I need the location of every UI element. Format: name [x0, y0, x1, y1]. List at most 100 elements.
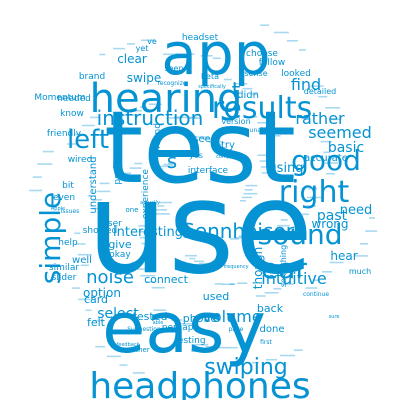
texture-mark: [67, 143, 79, 145]
texture-mark: [243, 233, 255, 235]
word-ear: ear: [261, 252, 307, 285]
word-rather: rather: [295, 109, 345, 128]
texture-mark: [276, 224, 290, 227]
texture-mark: [99, 53, 106, 56]
texture-mark: [121, 178, 132, 180]
word-simple: simple: [34, 192, 67, 284]
texture-mark: [119, 364, 128, 366]
texture-mark: [326, 172, 335, 175]
texture-mark: [257, 122, 270, 124]
texture-mark: [255, 295, 266, 297]
texture-mark: [282, 283, 294, 285]
word-select: select: [97, 306, 139, 322]
word-interesting: interesting: [113, 225, 183, 240]
word-sound: sound: [258, 218, 343, 251]
texture-mark: [199, 262, 213, 265]
texture-mark: [113, 47, 126, 50]
word-see: see: [193, 134, 211, 145]
texture-mark: [74, 133, 82, 136]
word-continue: continue: [303, 291, 329, 298]
texture-mark: [244, 189, 253, 191]
word-ve: ve: [147, 37, 157, 46]
word-right: right: [279, 175, 350, 210]
texture-mark: [127, 43, 135, 45]
word-find: find: [291, 75, 321, 94]
word-needed: needed: [57, 94, 91, 104]
texture-mark: [74, 232, 81, 235]
texture-mark: [259, 160, 270, 162]
texture-mark: [308, 187, 318, 190]
word-noise: noise: [86, 267, 134, 288]
texture-mark: [141, 39, 156, 42]
texture-mark: [245, 184, 258, 187]
texture-mark: [81, 124, 95, 127]
word-unable: unable: [250, 127, 271, 134]
texture-mark: [262, 128, 271, 130]
texture-mark: [138, 225, 154, 227]
texture-mark: [360, 243, 369, 245]
word-past: past: [317, 208, 348, 224]
word-headphones: headphones: [89, 366, 310, 400]
word-page: page: [229, 326, 244, 333]
texture-mark: [189, 257, 196, 260]
word-apple: Apple: [51, 206, 65, 212]
texture-mark: [273, 288, 282, 290]
texture-mark: [223, 78, 232, 81]
word-okay: okay: [109, 250, 131, 260]
word-hearing: hearing: [90, 76, 243, 122]
word-need: need: [340, 203, 373, 218]
word-sense: sense: [244, 69, 267, 78]
word-s: s: [167, 149, 177, 173]
texture-mark: [154, 167, 163, 170]
word-first: first: [260, 339, 272, 346]
word-try: try: [221, 140, 235, 151]
word-phone: phone: [183, 312, 218, 325]
texture-mark: [188, 53, 195, 55]
word-yet: yet: [136, 44, 149, 53]
texture-mark: [171, 319, 183, 321]
cloud-texture: [29, 24, 378, 374]
word-swiping: swiping: [204, 355, 288, 380]
word-accurate: accurate: [304, 153, 348, 164]
word-intuitive: intuitive: [261, 269, 326, 288]
texture-mark: [159, 201, 172, 204]
texture-mark: [81, 264, 89, 267]
texture-mark: [205, 345, 215, 348]
texture-mark: [323, 151, 331, 154]
texture-mark: [140, 274, 156, 277]
texture-mark: [251, 116, 258, 118]
texture-mark: [306, 196, 322, 199]
texture-mark: [175, 52, 186, 55]
word-give: give: [108, 238, 132, 251]
texture-mark: [174, 116, 184, 119]
word-showed: showed: [83, 226, 118, 236]
texture-mark: [198, 136, 210, 138]
texture-mark: [151, 286, 165, 289]
texture-mark: [241, 196, 252, 199]
word-t: t: [232, 79, 241, 104]
texture-mark: [78, 298, 91, 301]
texture-mark: [260, 24, 270, 26]
word-able: able: [153, 320, 164, 326]
word-detailed: detailed: [304, 87, 336, 96]
word-wrong: wrong: [311, 217, 348, 231]
word-actually: actually: [140, 200, 160, 206]
word-hear: hear: [330, 249, 357, 263]
word-brand: brand: [79, 72, 105, 82]
texture-mark: [200, 55, 213, 57]
texture-mark: [305, 287, 318, 289]
texture-mark: [122, 114, 138, 116]
texture-mark: [325, 107, 341, 109]
texture-mark: [181, 116, 197, 119]
texture-mark: [213, 143, 222, 146]
texture-mark: [95, 345, 106, 348]
texture-mark: [131, 109, 142, 112]
texture-mark: [163, 163, 174, 166]
word-connect: connect: [144, 273, 189, 286]
texture-mark: [135, 268, 147, 270]
word-wired: wired: [68, 155, 93, 165]
texture-mark: [234, 237, 248, 239]
texture-mark: [181, 323, 197, 325]
